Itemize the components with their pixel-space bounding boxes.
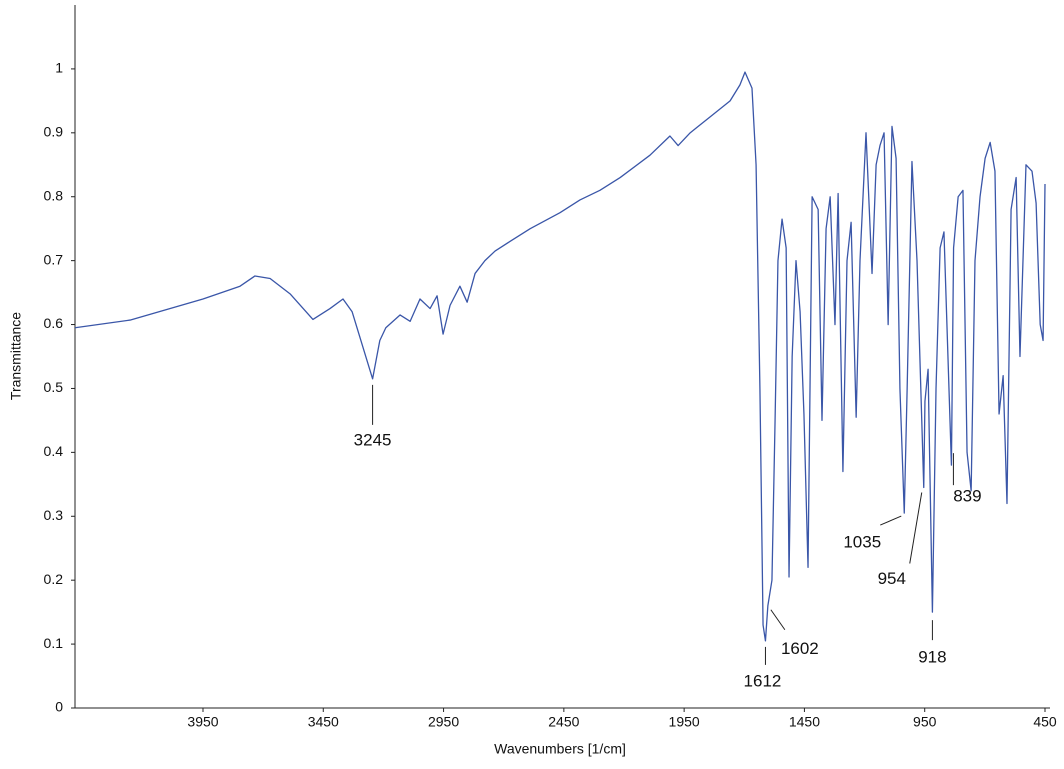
annotation-label: 954 [878,569,906,588]
y-tick-label: 0.6 [44,315,64,331]
annotation-label: 839 [953,487,981,506]
y-tick-label: 0.5 [44,379,64,395]
x-tick-label: 450 [1033,714,1057,730]
annotation-label: 918 [918,648,946,667]
y-tick-label: 0.8 [44,187,64,203]
annotation-label: 1602 [781,639,819,658]
x-tick-label: 950 [913,714,937,730]
x-tick-label: 1450 [789,714,820,730]
x-tick-label: 3950 [187,714,218,730]
annotation-leader [909,492,923,564]
y-tick-label: 0.9 [44,124,64,140]
x-tick-label: 2950 [428,714,459,730]
y-tick-label: 1 [55,60,63,76]
annotation-label: 3245 [354,430,392,449]
y-tick-label: 0.1 [44,635,64,651]
y-tick-label: 0 [55,699,63,715]
x-tick-label: 1950 [669,714,700,730]
x-axis-label: Wavenumbers [1/cm] [494,741,626,757]
spectrum-line [74,71,1046,642]
annotation-label: 1035 [843,533,881,552]
y-axis-label: Transmittance [8,312,24,400]
y-tick-label: 0.3 [44,507,64,523]
annotation-leader [770,609,786,631]
y-tick-label: 0.4 [44,443,64,459]
y-tick-label: 0.2 [44,571,64,587]
x-tick-label: 3450 [308,714,339,730]
annotation-leader [880,515,902,526]
x-tick-label: 2450 [548,714,579,730]
annotation-label: 1612 [744,671,782,690]
y-tick-label: 0.7 [44,251,64,267]
